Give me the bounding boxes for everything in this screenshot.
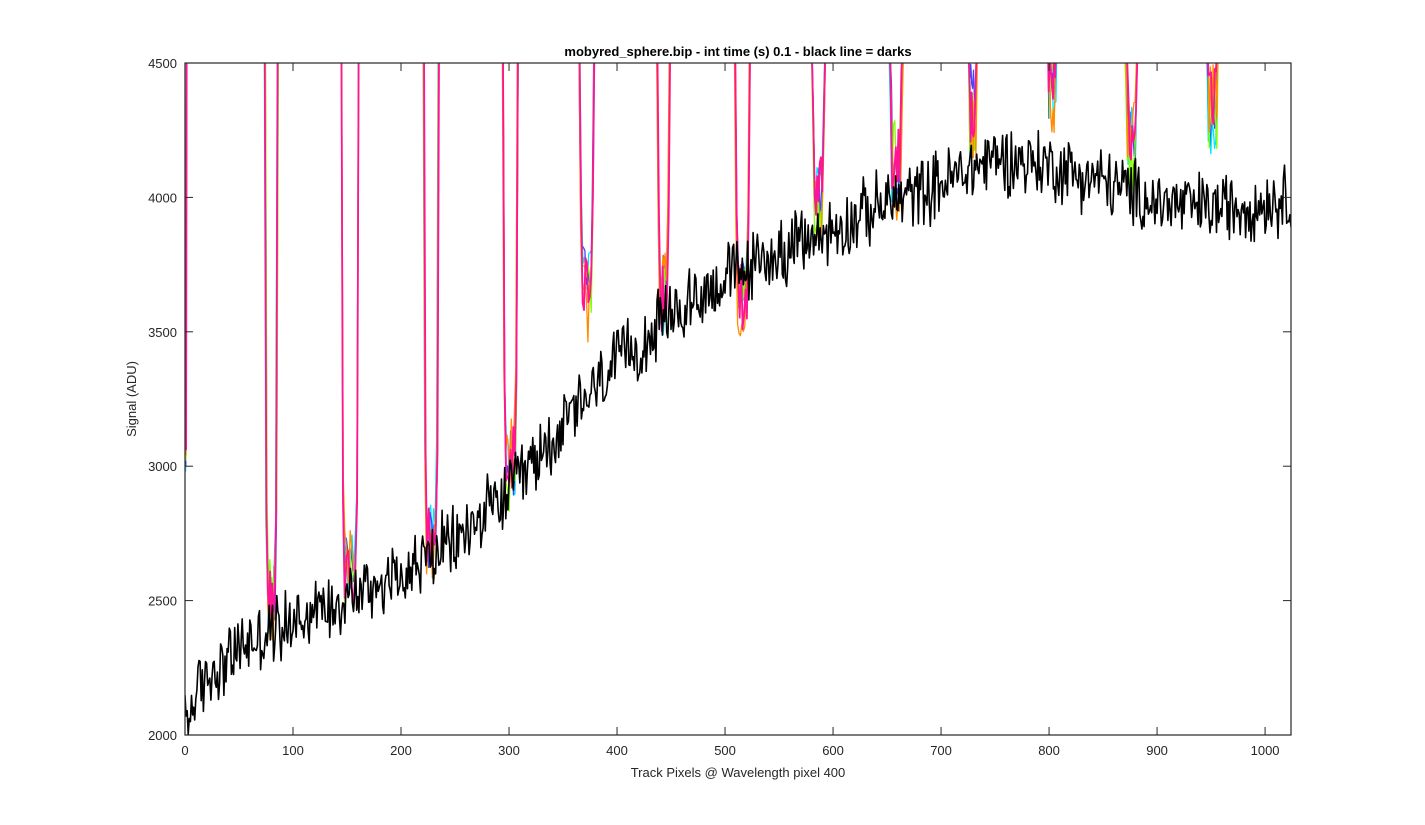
x-axis-ticks: 0 100 200 300 400 500 600 700 800 900 1000 [181,63,1280,758]
darks-series-line [185,129,1291,735]
y-tick-label: 4500 [148,56,177,71]
y-axis-label: Signal (ADU) [124,361,139,437]
y-tick-label: 2000 [148,728,177,743]
y-tick-label: 2500 [148,594,177,609]
x-tick-label: 600 [822,743,844,758]
axes-box [184,62,1292,736]
plot-area: 0 100 200 300 400 500 600 700 800 900 1000 2000 250… [148,56,1292,758]
x-tick-label: 1000 [1251,743,1280,758]
x-tick-label: 700 [930,743,952,758]
x-tick-label: 500 [714,743,736,758]
axes-background [185,63,1291,735]
x-tick-label: 200 [390,743,412,758]
y-tick-label: 3000 [148,459,177,474]
x-axis-label: Track Pixels @ Wavelength pixel 400 [631,765,846,780]
y-axis-ticks: 2000 2500 3000 3500 4000 4500 [148,56,1291,743]
y-tick-label: 3500 [148,325,177,340]
x-tick-label: 400 [606,743,628,758]
x-tick-label: 0 [181,743,188,758]
spot-series-line [185,63,1218,617]
y-tick-label: 4000 [148,190,177,205]
x-tick-label: 900 [1146,743,1168,758]
x-tick-label: 800 [1038,743,1060,758]
x-tick-label: 100 [282,743,304,758]
chart-title: mobyred_sphere.bip - int time (s) 0.1 - … [564,44,911,59]
x-tick-label: 300 [498,743,520,758]
series-layer [185,63,1291,735]
